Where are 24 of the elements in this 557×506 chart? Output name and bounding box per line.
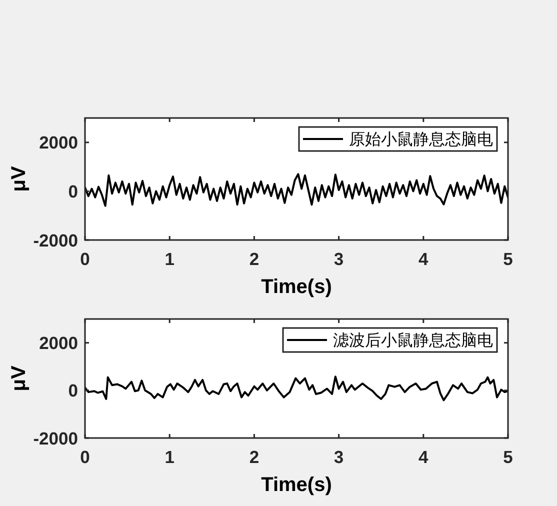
x-tick-label: 3	[334, 249, 344, 269]
x-tick-label: 1	[164, 249, 175, 269]
y-axis-title: μV	[8, 365, 30, 392]
x-tick-label: 5	[503, 249, 514, 269]
x-axis-title: Time(s)	[261, 276, 332, 298]
line-series	[85, 376, 508, 402]
x-tick-label: 2	[249, 249, 260, 269]
y-tick-label: -2000	[33, 428, 78, 448]
x-axis-title: Time(s)	[261, 474, 332, 496]
x-tick-label: 3	[334, 447, 344, 467]
x-tick-label: 4	[418, 249, 429, 269]
y-tick-label: 0	[68, 182, 78, 202]
x-tick-label: 5	[503, 447, 514, 467]
x-tick-label: 2	[249, 447, 260, 467]
legend-label: 滤波后小鼠静息态脑电	[333, 332, 493, 350]
legend-label: 原始小鼠静息态脑电	[349, 130, 493, 148]
line-series	[85, 173, 508, 207]
x-tick-label: 1	[164, 447, 175, 467]
y-axis-title: μV	[8, 166, 30, 192]
y-tick-label: 2000	[39, 333, 78, 354]
y-tick-label: 2000	[39, 132, 78, 153]
x-tick-label: 4	[418, 447, 429, 467]
y-tick-label: 0	[68, 380, 78, 401]
y-tick-label: -2000	[33, 230, 78, 250]
